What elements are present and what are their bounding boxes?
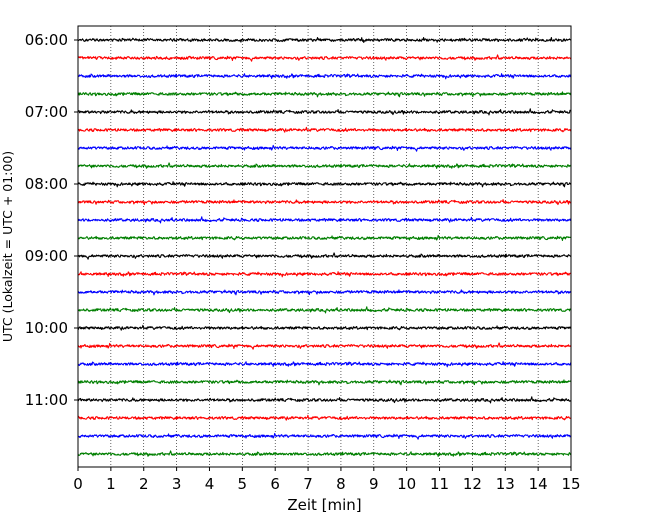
seismic-trace [77, 234, 572, 241]
seismic-trace [77, 306, 572, 314]
x-axis-label: Zeit [min] [287, 496, 361, 514]
seismic-trace [77, 379, 572, 386]
seismic-trace [77, 271, 572, 278]
seismic-trace [77, 54, 572, 62]
x-tick-label: 2 [139, 475, 149, 493]
y-tick-label: 06:00 [25, 31, 68, 49]
seismic-trace [77, 108, 572, 116]
y-tick-label: 11:00 [25, 391, 68, 409]
seismic-trace [77, 36, 572, 43]
x-tick-label: 0 [73, 475, 83, 493]
seismic-trace [77, 162, 572, 169]
y-tick-label: 09:00 [25, 247, 68, 265]
x-axis: 0 1 2 3 4 5 6 7 8 9 10 11 12 13 14 15 [73, 467, 581, 493]
x-tick-label: 4 [205, 475, 215, 493]
x-tick-label: 13 [496, 475, 515, 493]
plot-frame [77, 25, 572, 468]
x-tick-label: 3 [172, 475, 182, 493]
y-axis-label: UTC (Lokalzeit = UTC + 01:00) [0, 151, 15, 342]
x-tick-label: 14 [529, 475, 548, 493]
y-axis: 06:00 07:00 08:00 09:00 10:00 11:00 [25, 31, 78, 409]
seismic-trace [77, 216, 572, 224]
x-tick-label: 12 [463, 475, 482, 493]
y-tick-label: 10:00 [25, 319, 68, 337]
y-tick-label: 07:00 [25, 103, 68, 121]
seismic-trace [77, 450, 572, 457]
seismic-trace [77, 144, 572, 152]
x-tick-label: 1 [106, 475, 116, 493]
x-tick-label: 11 [430, 475, 449, 493]
seismic-trace [77, 252, 572, 260]
trace-layer [77, 36, 572, 457]
seismic-trace [77, 324, 572, 331]
x-tick-label: 15 [561, 475, 580, 493]
seismic-trace [77, 91, 572, 98]
x-tick-label: 6 [270, 475, 280, 493]
seismic-trace [77, 181, 572, 188]
y-tick-label: 08:00 [25, 175, 68, 193]
seismic-trace [77, 289, 572, 296]
seismic-trace [77, 432, 572, 440]
x-tick-label: 8 [336, 475, 346, 493]
seismic-trace [77, 361, 572, 368]
seismic-trace [77, 199, 572, 206]
seismic-trace [77, 396, 572, 404]
seismic-trace [77, 342, 572, 350]
seismic-trace [77, 414, 572, 421]
x-tick-label: 7 [303, 475, 313, 493]
seismic-trace [77, 126, 572, 133]
x-tick-label: 9 [369, 475, 379, 493]
x-tick-label: 5 [238, 475, 248, 493]
seismic-trace [77, 73, 572, 80]
x-tick-label: 10 [397, 475, 416, 493]
